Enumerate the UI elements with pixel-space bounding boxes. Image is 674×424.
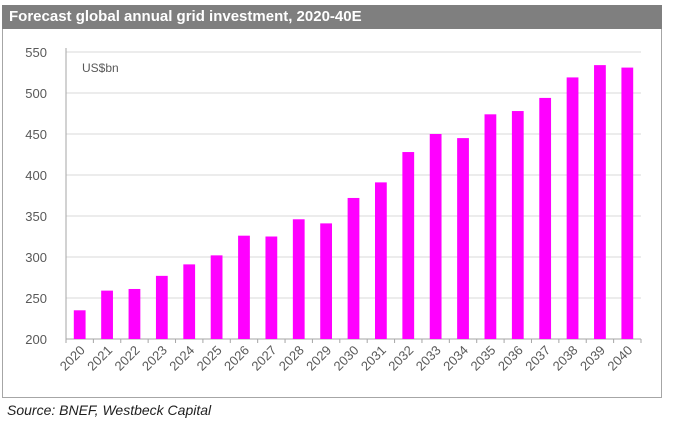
x-tick-label: 2035 xyxy=(467,343,498,374)
bar xyxy=(402,152,415,339)
x-tick-label: 2023 xyxy=(139,343,170,374)
x-tick-label: 2028 xyxy=(276,343,307,374)
x-tick-label: 2038 xyxy=(550,343,581,374)
bar xyxy=(374,182,387,339)
x-tick-label: 2022 xyxy=(112,343,143,374)
x-tick-label: 2025 xyxy=(194,343,225,374)
bar xyxy=(155,275,168,339)
bar xyxy=(511,111,524,339)
bar-chart: 200250300350400450500550US$bn20202021202… xyxy=(25,45,642,374)
source-note: Source: BNEF, Westbeck Capital xyxy=(7,402,212,418)
x-tick-label: 2030 xyxy=(331,343,362,374)
title-bar: Forecast global annual grid investment, … xyxy=(2,5,662,29)
bar xyxy=(594,65,606,340)
x-tick-label: 2033 xyxy=(413,343,444,374)
bar xyxy=(73,310,86,339)
bar xyxy=(457,138,469,339)
y-tick-label: 250 xyxy=(25,291,47,306)
x-tick-label: 2036 xyxy=(495,343,526,374)
x-tick-label: 2027 xyxy=(248,343,279,374)
unit-label: US$bn xyxy=(82,61,119,75)
bar xyxy=(320,223,333,339)
x-tick-label: 2037 xyxy=(522,343,553,374)
x-tick-label: 2034 xyxy=(440,343,471,374)
x-tick-label: 2031 xyxy=(358,343,389,374)
bar xyxy=(265,236,278,339)
bar xyxy=(347,197,360,339)
x-tick-label: 2024 xyxy=(166,343,197,374)
x-tick-label: 2021 xyxy=(84,343,115,374)
y-tick-label: 350 xyxy=(25,209,47,224)
x-tick-label: 2040 xyxy=(604,343,635,374)
bar xyxy=(183,264,196,339)
y-tick-label: 200 xyxy=(25,332,47,347)
y-tick-label: 550 xyxy=(25,45,47,60)
bar xyxy=(292,219,305,339)
x-tick-label: 2020 xyxy=(57,343,88,374)
bar xyxy=(210,255,223,339)
bar xyxy=(566,77,579,340)
y-tick-label: 450 xyxy=(25,127,47,142)
y-tick-label: 400 xyxy=(25,168,47,183)
bar xyxy=(621,67,634,339)
x-tick-label: 2032 xyxy=(385,343,416,374)
x-tick-label: 2029 xyxy=(303,343,334,374)
x-tick-label: 2039 xyxy=(577,343,608,374)
y-tick-label: 500 xyxy=(25,86,47,101)
bar xyxy=(484,114,497,339)
bar xyxy=(238,235,250,339)
chart-title: Forecast global annual grid investment, … xyxy=(9,8,362,25)
y-tick-label: 300 xyxy=(25,250,47,265)
x-tick-label: 2026 xyxy=(221,343,252,374)
bar xyxy=(128,288,141,339)
bar xyxy=(429,134,442,339)
bar xyxy=(539,97,552,339)
bar xyxy=(101,290,113,339)
